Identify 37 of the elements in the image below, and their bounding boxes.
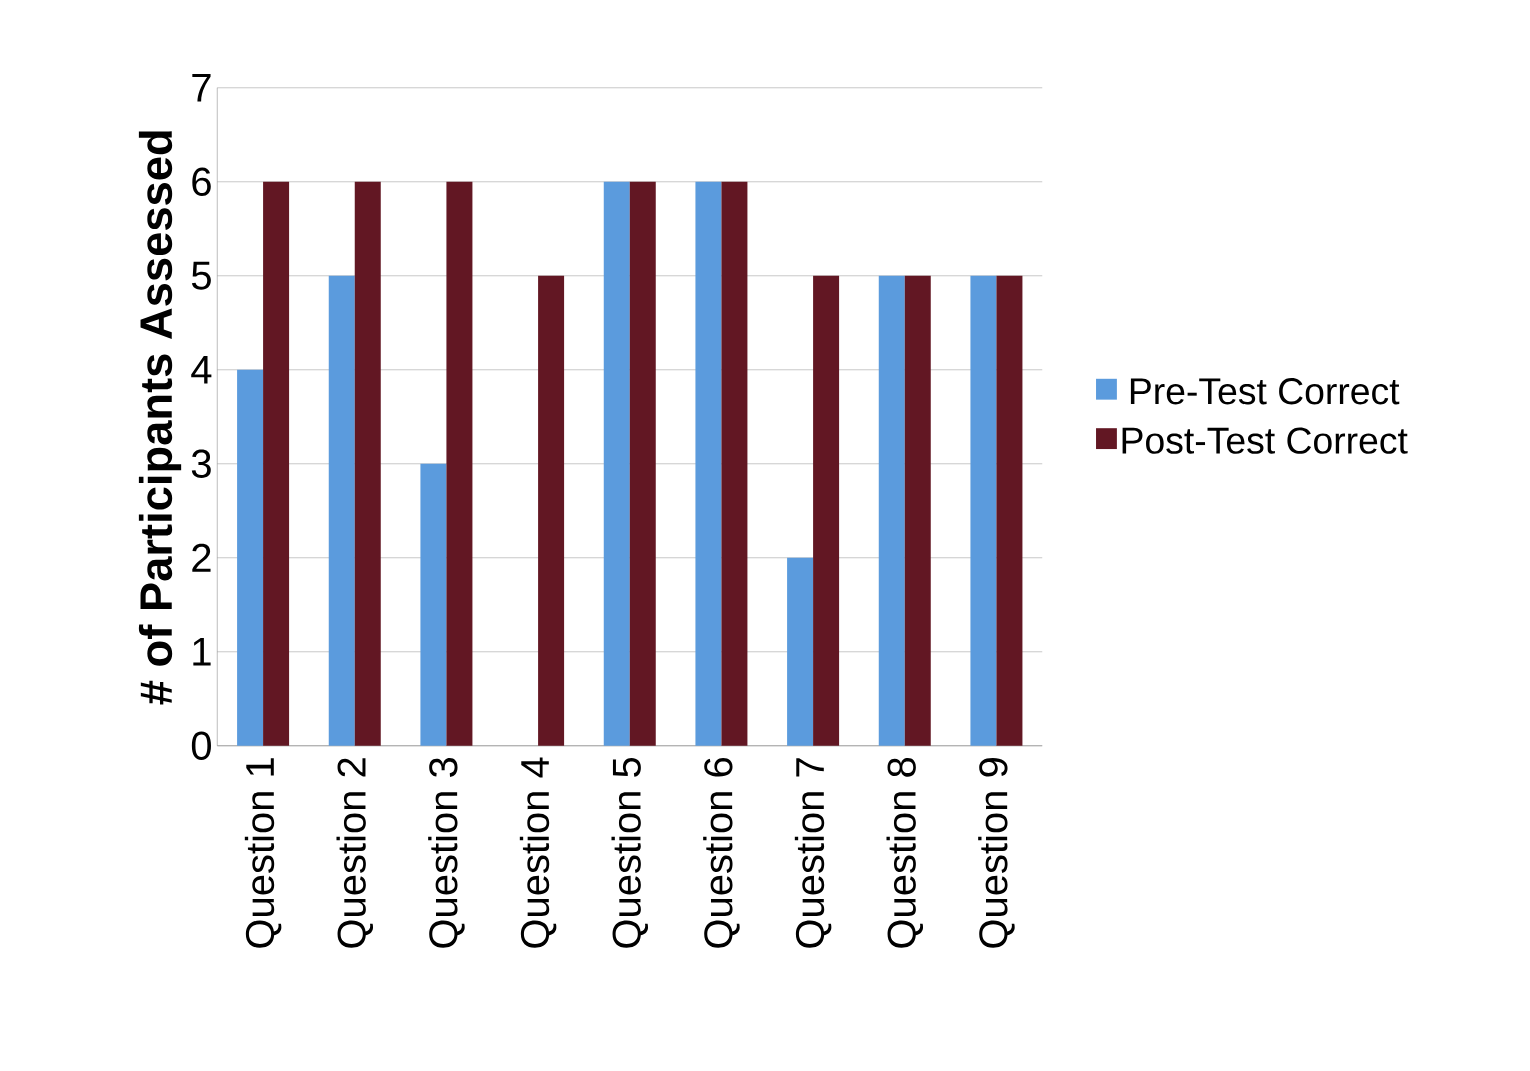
x-tick-label: Question 1: [244, 758, 282, 948]
bar: [328, 275, 355, 746]
legend-label: Pre-Test Correct: [1130, 378, 1400, 405]
y-tick-label: 2: [192, 543, 211, 572]
y-tick-label: 6: [192, 167, 211, 196]
bar: [538, 275, 565, 746]
legend-label: Post-Test Correct: [1122, 427, 1408, 454]
bar: [629, 181, 656, 746]
bar: [878, 275, 905, 746]
y-axis-title: # of Participants Assessed: [138, 131, 182, 705]
bar: [970, 275, 997, 746]
x-tick-label: Question 9: [978, 758, 1015, 948]
bar: [721, 181, 748, 746]
bar: [420, 463, 447, 746]
x-tick-label: Question 6: [703, 757, 740, 948]
x-tick-label: Question 5: [611, 757, 649, 948]
x-tick-label: Question 8: [886, 757, 924, 948]
y-tick-label: 4: [191, 356, 212, 384]
bar: [603, 181, 630, 746]
y-tick-label: 0: [191, 731, 211, 760]
x-tick-label: Question 7: [794, 758, 832, 948]
x-tick-label: Question 4: [519, 757, 557, 948]
bar: [904, 275, 931, 746]
bar: [695, 181, 722, 746]
bar: [446, 181, 473, 746]
bar: [996, 275, 1023, 746]
bar: [813, 275, 840, 746]
x-tick-label: Question 2: [336, 758, 374, 948]
y-tick-label: 5: [191, 261, 211, 290]
bar: [354, 181, 381, 746]
y-tick-label: 1: [193, 638, 211, 666]
x-tick-label: Question 3: [428, 757, 465, 948]
y-tick-label: 3: [191, 449, 211, 478]
bar: [787, 557, 814, 746]
y-tick-label: 7: [192, 74, 211, 102]
bar: [237, 369, 264, 746]
bar: [263, 181, 290, 746]
